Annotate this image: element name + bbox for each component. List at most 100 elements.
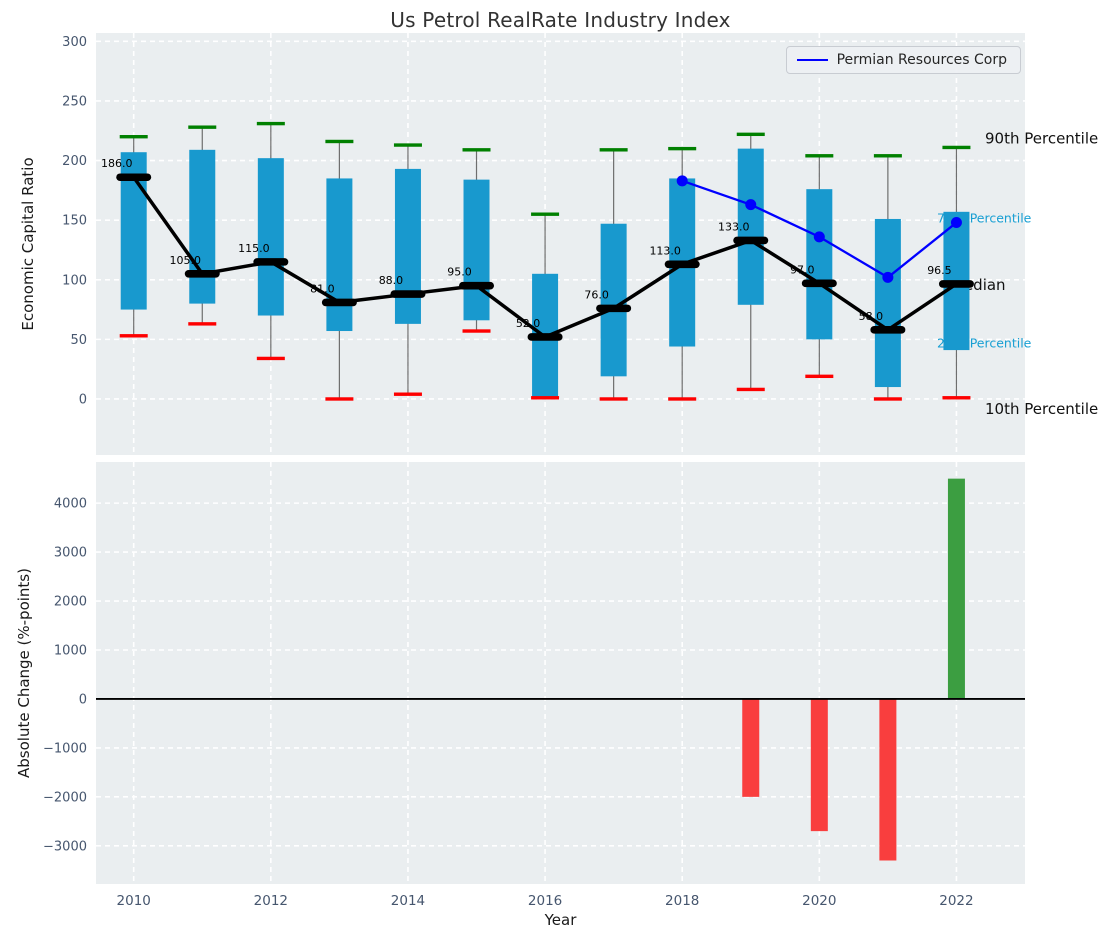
xtick-label: 2018 bbox=[665, 893, 699, 909]
median-marker bbox=[321, 298, 357, 307]
median-value-label: 88.0 bbox=[379, 274, 404, 287]
p10-cap bbox=[531, 396, 560, 400]
percentile-box bbox=[189, 149, 216, 304]
p90-cap bbox=[393, 143, 422, 147]
percentile-annotation: 10th Percentile bbox=[985, 400, 1098, 418]
p90-cap bbox=[531, 212, 560, 216]
median-value-label: 81.0 bbox=[310, 282, 335, 295]
median-value-label: 76.0 bbox=[584, 288, 609, 301]
median-marker bbox=[801, 279, 837, 288]
bottom-panel bbox=[96, 462, 1025, 884]
company-point bbox=[745, 199, 757, 211]
company-point bbox=[882, 271, 894, 283]
median-value-label: 96.5 bbox=[927, 264, 952, 277]
xtick-label: 2020 bbox=[802, 893, 836, 909]
p10-cap bbox=[599, 397, 628, 401]
p10-cap bbox=[462, 329, 491, 333]
xtick-label: 2016 bbox=[528, 893, 562, 909]
ytick-label: 2000 bbox=[54, 595, 87, 610]
median-marker bbox=[116, 173, 152, 182]
percentile-box bbox=[326, 178, 353, 332]
change-bar bbox=[810, 698, 828, 832]
p10-cap bbox=[256, 356, 285, 361]
ytick-label: 50 bbox=[70, 333, 87, 348]
median-value-label: 105.0 bbox=[170, 254, 202, 267]
p10-cap bbox=[736, 387, 765, 392]
median-marker bbox=[184, 270, 220, 278]
ytick-label: 4000 bbox=[54, 497, 87, 512]
p10-cap bbox=[119, 334, 148, 338]
company-point bbox=[950, 217, 962, 229]
median-marker bbox=[596, 304, 632, 313]
legend-label: Permian Resources Corp bbox=[836, 52, 1007, 68]
p90-cap bbox=[462, 148, 491, 152]
xlabel: Year bbox=[544, 911, 577, 929]
percentile-box bbox=[257, 158, 284, 316]
p90-cap bbox=[942, 145, 971, 150]
ytick-label: 1000 bbox=[54, 643, 87, 658]
xtick-label: 2010 bbox=[117, 893, 151, 909]
p10-cap bbox=[805, 374, 834, 379]
ytick-label: −2000 bbox=[43, 790, 87, 805]
p90-cap bbox=[736, 132, 765, 137]
legend: Permian Resources Corp bbox=[785, 46, 1021, 74]
legend-line-icon bbox=[796, 59, 828, 61]
median-marker bbox=[870, 326, 906, 334]
company-point bbox=[676, 175, 688, 187]
percentile-box bbox=[874, 218, 901, 388]
p10-cap bbox=[942, 396, 971, 400]
percentile-box bbox=[394, 168, 421, 324]
p10-cap bbox=[325, 397, 354, 401]
percentile-box bbox=[737, 148, 764, 305]
median-value-label: 186.0 bbox=[101, 157, 133, 170]
p90-cap bbox=[256, 121, 285, 126]
ytick-label: 0 bbox=[79, 692, 87, 707]
median-value-label: 95.0 bbox=[447, 266, 472, 279]
xtick-label: 2012 bbox=[254, 893, 288, 909]
xtick-label: 2022 bbox=[939, 893, 973, 909]
percentile-box bbox=[600, 223, 627, 377]
p90-cap bbox=[325, 139, 354, 144]
median-value-label: 113.0 bbox=[649, 244, 681, 257]
ytick-label: 150 bbox=[62, 214, 87, 229]
p90-cap bbox=[805, 154, 834, 158]
median-marker bbox=[253, 258, 289, 266]
xtick-label: 2014 bbox=[391, 893, 425, 909]
change-bar bbox=[947, 478, 965, 699]
p90-cap bbox=[188, 125, 217, 129]
ytick-label: 3000 bbox=[54, 546, 87, 561]
median-value-label: 58.0 bbox=[859, 310, 884, 323]
ytick-label: −1000 bbox=[43, 741, 87, 756]
median-value-label: 115.0 bbox=[238, 242, 270, 255]
median-value-label: 97.0 bbox=[790, 263, 815, 276]
change-bar bbox=[742, 698, 760, 797]
p90-cap bbox=[119, 135, 148, 139]
chart-title: Us Petrol RealRate Industry Index bbox=[390, 8, 731, 32]
top-ylabel: Economic Capital Ratio bbox=[19, 157, 37, 331]
p90-cap bbox=[873, 154, 902, 158]
median-marker bbox=[527, 333, 563, 341]
median-value-label: 133.0 bbox=[718, 220, 750, 233]
median-marker bbox=[938, 280, 974, 288]
p10-cap bbox=[668, 397, 697, 401]
median-marker bbox=[390, 290, 426, 298]
p10-cap bbox=[188, 322, 217, 326]
ytick-label: 300 bbox=[62, 35, 87, 50]
change-bar bbox=[879, 698, 897, 861]
company-point bbox=[813, 231, 825, 243]
top-panel bbox=[96, 33, 1025, 455]
percentile-box bbox=[806, 189, 833, 340]
median-marker bbox=[733, 236, 769, 245]
median-marker bbox=[459, 281, 495, 290]
p90-cap bbox=[668, 146, 697, 151]
p90-cap bbox=[599, 148, 628, 152]
ytick-label: 250 bbox=[62, 94, 87, 109]
ytick-label: −3000 bbox=[43, 839, 87, 854]
percentile-annotation: 90th Percentile bbox=[985, 129, 1098, 147]
ytick-label: 100 bbox=[62, 273, 87, 288]
median-marker bbox=[664, 260, 700, 269]
ytick-label: 200 bbox=[62, 154, 87, 169]
percentile-box bbox=[463, 179, 490, 321]
